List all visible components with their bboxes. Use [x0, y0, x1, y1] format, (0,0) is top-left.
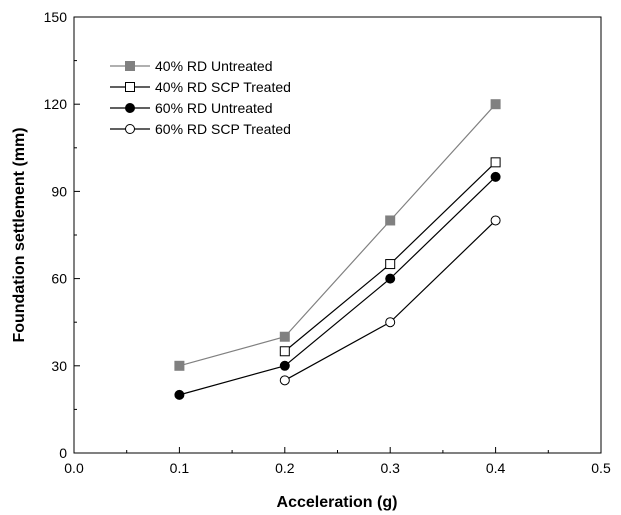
- x-tick-label: 0.4: [486, 460, 506, 476]
- data-point: [490, 215, 501, 226]
- legend-marker: [125, 61, 135, 71]
- legend-marker: [125, 103, 135, 113]
- series-layer: [174, 99, 501, 400]
- legend-label: 40% RD SCP Treated: [155, 79, 291, 95]
- data-point: [385, 259, 396, 270]
- legend-label: 60% RD Untreated: [155, 100, 273, 116]
- y-tick-label: 0: [59, 445, 67, 461]
- data-point: [385, 317, 396, 328]
- x-tick-label: 0.0: [64, 460, 84, 476]
- legend-marker: [125, 124, 135, 134]
- plot-frame: [73, 16, 602, 454]
- series: [174, 171, 501, 400]
- legend: 40% RD Untreated 40% RD SCP Treated 60% RD…: [110, 58, 291, 137]
- y-axis-ticks: 0 30 60 90 120 150: [44, 9, 80, 461]
- y-tick-label: 60: [51, 271, 67, 287]
- y-tick-label: 120: [44, 96, 68, 112]
- data-point: [385, 215, 396, 226]
- series-line: [284, 220, 497, 381]
- x-tick-label: 0.3: [380, 460, 400, 476]
- data-point: [174, 360, 185, 371]
- series: [279, 215, 501, 386]
- data-point: [279, 331, 290, 342]
- legend-item: 40% RD SCP Treated: [110, 79, 291, 95]
- legend-label: 60% RD SCP Treated: [155, 121, 291, 137]
- data-point: [385, 273, 396, 284]
- legend-label: 40% RD Untreated: [155, 58, 273, 74]
- y-axis-title: Foundation settlement (mm): [11, 127, 28, 342]
- x-tick-label: 0.2: [275, 460, 295, 476]
- y-tick-label: 150: [44, 9, 68, 25]
- series-line: [179, 176, 497, 396]
- legend-marker: [125, 82, 135, 92]
- series: [279, 157, 501, 357]
- x-axis-title: Acceleration (g): [277, 494, 398, 511]
- data-point: [490, 171, 501, 182]
- series: [174, 99, 501, 371]
- series-line: [179, 103, 497, 367]
- legend-item: 60% RD SCP Treated: [110, 121, 291, 137]
- data-point: [279, 360, 290, 371]
- data-point: [174, 389, 185, 400]
- legend-item: 40% RD Untreated: [110, 58, 273, 74]
- x-tick-label: 0.5: [591, 460, 611, 476]
- data-point: [279, 346, 290, 357]
- y-tick-label: 30: [51, 358, 67, 374]
- x-axis-ticks: 0.0 0.1 0.2 0.3 0.4 0.5: [64, 447, 611, 476]
- data-point: [490, 99, 501, 110]
- y-tick-label: 90: [51, 183, 67, 199]
- legend-item: 60% RD Untreated: [110, 100, 273, 116]
- data-point: [279, 375, 290, 386]
- data-point: [490, 157, 501, 168]
- x-tick-label: 0.1: [170, 460, 190, 476]
